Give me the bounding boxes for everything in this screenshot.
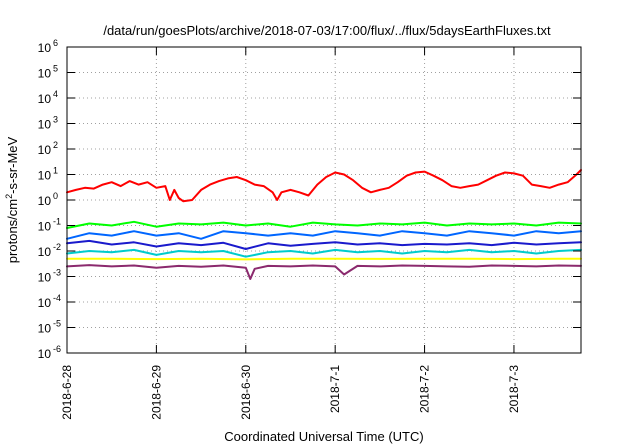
y-tick-label: 10 -1 [38,217,61,234]
y-tick-label-base: 10 [38,296,52,310]
y-tick-label-exp: 6 [53,38,58,48]
x-tick-label: 2018-6-29 [149,365,163,420]
y-tick-label-exp: -1 [53,217,61,227]
y-tick-label-exp: -2 [53,242,61,252]
y-tick-label: 10 -4 [38,293,61,310]
y-tick-label: 10 2 [38,140,58,157]
y-tick-label: 10 -5 [38,319,61,336]
x-tick-label: 2018-6-30 [239,365,253,420]
y-tick-label-base: 10 [38,143,52,157]
series-line [66,257,582,261]
y-tick-label-base: 10 [38,347,52,361]
y-tick-label: 10 3 [38,115,58,132]
x-tick-label: 2018-6-28 [60,365,74,420]
y-tick-label: 10 1 [38,166,58,183]
data-series [66,169,582,280]
y-tick-label-exp: -6 [53,344,61,354]
y-tick-label-exp: 3 [53,115,58,125]
series-line [66,239,582,250]
y-axis-label: protons/cm2-s-sr-MeV [4,136,20,263]
y-tick-label-exp: -5 [53,319,61,329]
x-axis-label: Coordinated Universal Time (UTC) [224,429,423,444]
y-tick-label: 10 0 [38,191,58,208]
y-tick-label: 10 6 [38,38,58,55]
y-tick-label-exp: -3 [53,268,61,278]
series-line [66,230,582,240]
grid-lines [67,47,581,353]
y-tick-label: 10 5 [38,64,58,81]
y-tick-label-exp: 5 [53,64,58,74]
y-axis-label-rest: -s-sr-MeV [5,136,20,193]
y-axis-label-sup: 2 [4,194,14,199]
x-tick-labels: 2018-6-28 2018-6-29 2018-6-30 2018-7-1 2018-… [60,365,521,420]
y-tick-label-base: 10 [38,271,52,285]
y-tick-label: 10 -2 [38,242,61,259]
series-line [66,248,582,258]
y-tick-label-exp: 1 [53,166,58,176]
chart-title: /data/run/goesPlots/archive/2018-07-03/1… [103,23,551,38]
y-tick-label: 10 -6 [38,344,61,361]
axis-ticks [66,46,581,354]
y-tick-label: 10 -3 [38,268,61,285]
y-tick-label-base: 10 [38,194,52,208]
y-tick-label-exp: 0 [53,191,58,201]
y-tick-label-exp: 4 [53,89,58,99]
y-tick-label-exp: 2 [53,140,58,150]
series-line [66,264,582,280]
series-line [66,220,582,229]
x-tick-label: 2018-7-1 [328,365,342,413]
y-tick-label-base: 10 [38,220,52,234]
x-tick-label: 2018-7-3 [507,365,521,413]
y-tick-label-base: 10 [38,41,52,55]
x-tick-label: 2018-7-2 [418,365,432,413]
y-tick-label-base: 10 [38,67,52,81]
y-tick-label-base: 10 [38,169,52,183]
y-axis-label-main: protons/cm [5,199,20,263]
series-line [66,169,582,203]
y-tick-label-base: 10 [38,92,52,106]
y-tick-label-base: 10 [38,322,52,336]
y-tick-label-base: 10 [38,118,52,132]
y-tick-label: 10 4 [38,89,58,106]
y-tick-label-exp: -4 [53,293,61,303]
y-tick-label-base: 10 [38,245,52,259]
y-tick-labels: 10 -610 -510 -410 -310 -210 -110 010 110 210 310 41… [38,38,61,361]
